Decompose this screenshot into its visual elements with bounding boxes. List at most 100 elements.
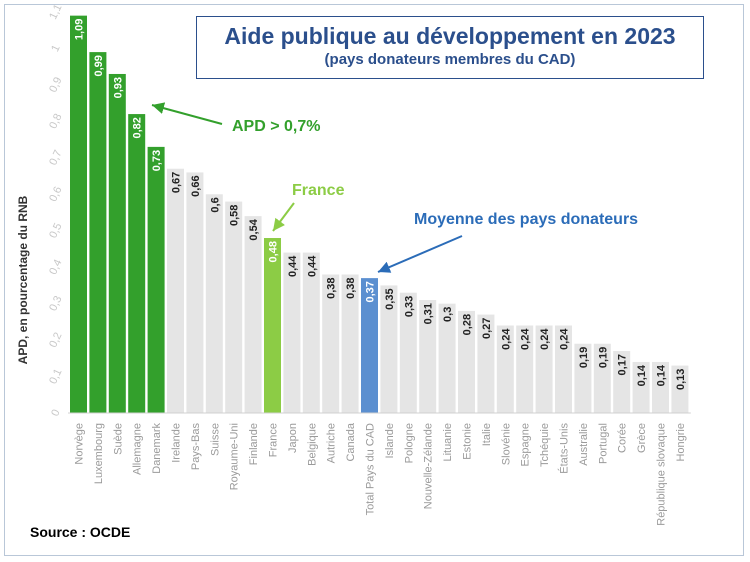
bar-italie [477, 314, 495, 413]
bar-pologne [399, 292, 417, 413]
title-box: Aide publique au développement en 2023 (… [196, 16, 704, 79]
value-label: 0,67 [171, 172, 183, 193]
x-tick-label: Finlande [248, 423, 260, 465]
bar-japon [283, 252, 301, 413]
x-tick-label: Australie [578, 423, 590, 466]
x-tick-label: Italie [481, 423, 493, 446]
x-tick-label: Pays-Bas [190, 423, 202, 471]
value-label: 0,93 [112, 77, 124, 98]
x-tick-label: Belgique [306, 423, 318, 466]
x-tick-label: Canada [345, 422, 357, 461]
annotation-arrow [377, 235, 463, 273]
bar-royaume-uni [225, 201, 243, 413]
bar--tats-unis [555, 325, 572, 413]
value-label: 0,73 [151, 150, 163, 171]
bar-canada [341, 274, 359, 413]
x-tick-label: France [268, 423, 280, 457]
x-tick-label: Japon [287, 423, 299, 453]
x-tick-label: Slovénie [500, 423, 512, 465]
bar-estonie [458, 310, 475, 413]
value-label: 0,24 [520, 328, 532, 350]
bar-norv-ge [70, 15, 87, 414]
bar-portugal [593, 343, 611, 413]
bar-cor-e [613, 351, 631, 413]
annotations: APD > 0,7% France Moyenne des pays donateu… [151, 102, 638, 273]
value-label: 0,82 [132, 117, 144, 138]
annotation-label: APD > 0,7% [232, 118, 320, 135]
y-tick-label: 0,4 [47, 258, 64, 277]
value-label: 0,19 [578, 347, 590, 368]
source-note: Source : OCDE [30, 524, 131, 540]
x-tick-label: Suisse [209, 423, 221, 456]
value-labels: 1,09 0,99 0,93 0,82 0,73 0,67 0,66 0,6 0,58 0,54 0… [74, 19, 687, 390]
chart-subtitle: (pays donateurs membres du CAD) [324, 51, 576, 68]
value-label: 0,24 [500, 328, 512, 350]
bar-gr-ce [632, 361, 650, 413]
x-tick-label: Espagne [520, 423, 532, 466]
x-tick-label: Pologne [403, 423, 415, 463]
bar-belgique [302, 252, 320, 413]
bar-slov-nie [496, 325, 514, 413]
value-label: 0,48 [268, 241, 280, 262]
bars [70, 15, 689, 414]
x-tick-label: Tchéquie [539, 423, 551, 467]
bar-suisse [205, 194, 223, 413]
x-tick-label: Nouvelle-Zélande [423, 423, 435, 509]
bar-allemagne [128, 114, 146, 413]
x-tick-label: Irelande [171, 423, 183, 463]
annotation-arrow [151, 102, 223, 125]
value-label: 0,24 [559, 328, 571, 350]
bar-espagne [516, 325, 534, 413]
value-label: 0,14 [656, 364, 668, 386]
value-label: 1,09 [74, 19, 86, 40]
value-label: 0,37 [365, 281, 377, 302]
y-tick-label: 0,1 [47, 367, 64, 386]
value-label: 0,27 [481, 318, 493, 339]
value-label: 0,99 [93, 55, 105, 76]
annotation-arrow [272, 202, 295, 232]
x-tick-label: République slovaque [656, 423, 668, 526]
annotation-label: France [292, 182, 345, 199]
bar-finlande [244, 216, 262, 413]
bar-hongrie [671, 365, 689, 413]
bar-nouvelle-z-lande [419, 299, 437, 413]
x-tick-label: États-Unis [558, 423, 571, 474]
x-tick-label: Hongrie [675, 423, 687, 462]
y-tick-label: 0,2 [47, 331, 64, 350]
y-tick-label: 1,1 [47, 2, 64, 21]
bar-irelande [167, 168, 184, 413]
y-tick-label: 0,3 [47, 294, 64, 313]
bar-australie [574, 343, 592, 413]
bar-luxembourg [89, 52, 107, 413]
x-axis-labels: Norvège Luxembourg Suède Allemagne Danemark I… [74, 422, 687, 526]
bar-pays-bas [186, 172, 204, 413]
value-label: 0,54 [248, 218, 260, 240]
x-tick-label: Royaume-Uni [229, 423, 241, 490]
value-label: 0,3 [442, 307, 454, 322]
x-tick-label: Portugal [597, 423, 609, 464]
value-label: 0,6 [209, 197, 221, 212]
x-tick-label: Norvège [74, 423, 86, 465]
value-label: 0,33 [403, 296, 415, 317]
x-tick-label: Danemark [151, 423, 163, 474]
value-label: 0,17 [617, 354, 629, 375]
value-label: 0,44 [287, 255, 299, 277]
value-label: 0,28 [462, 314, 474, 335]
x-tick-label: Total Pays du CAD [365, 423, 377, 515]
x-tick-label: Estonie [462, 423, 474, 460]
bar-danemark [147, 146, 165, 413]
bar-lituanie [438, 303, 456, 413]
x-tick-label: Grèce [636, 423, 648, 453]
value-label: 0,14 [636, 364, 648, 386]
x-tick-label: Islande [384, 423, 396, 458]
y-tick-label: 0,6 [47, 185, 64, 204]
y-tick-label: 0,9 [47, 75, 64, 94]
y-tick-label: 1 [49, 43, 62, 54]
annotation-label: Moyenne des pays donateurs [414, 211, 638, 228]
bar-r-publique-slovaque [652, 361, 669, 413]
y-axis-ticks: 0 0,1 0,2 0,3 0,4 0,5 0,6 0,7 0,8 0,9 1 1,1 [47, 2, 64, 418]
chart-title: Aide publique au développement en 2023 [224, 23, 676, 49]
x-tick-label: Autriche [326, 423, 338, 463]
value-label: 0,19 [597, 347, 609, 368]
